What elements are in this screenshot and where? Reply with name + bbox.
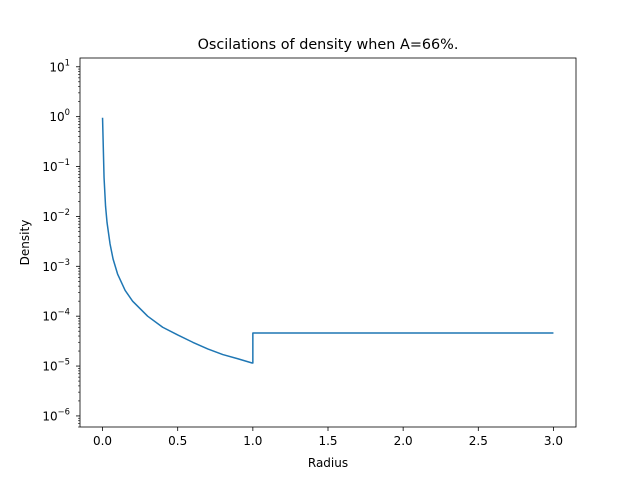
x-tick-label: 0.0: [93, 434, 112, 448]
x-tick-label: 1.0: [243, 434, 262, 448]
x-tick-label: 2.0: [394, 434, 413, 448]
plot-frame: [79, 57, 577, 428]
y-axis-label: Density: [18, 220, 32, 266]
y-tick-label: 10−1: [42, 157, 70, 174]
x-tick-label: 2.5: [469, 434, 488, 448]
x-tick-label: 0.5: [168, 434, 187, 448]
plot-area: [101, 117, 554, 364]
y-tick-label: 10−2: [42, 207, 70, 224]
x-tick-label: 3.0: [544, 434, 563, 448]
y-axis: 101 100 10−1 10−2 10−3 10−4 10−5 10−6: [42, 57, 80, 428]
y-tick-label: 10−3: [42, 257, 70, 274]
density-series-line: [101, 117, 554, 364]
x-axis: 0.0 0.5 1.0 1.5 2.0 2.5 3.0: [93, 427, 563, 448]
y-tick-label: 10−4: [42, 307, 70, 324]
y-tick-label: 10−6: [42, 406, 70, 423]
x-axis-label: Radius: [308, 456, 348, 470]
y-tick-label: 10−5: [42, 357, 70, 374]
y-tick-label: 100: [49, 107, 70, 124]
y-tick-label: 101: [49, 57, 70, 74]
x-tick-label: 1.5: [318, 434, 337, 448]
chart-title: Oscilations of density when A=66%.: [198, 37, 459, 53]
